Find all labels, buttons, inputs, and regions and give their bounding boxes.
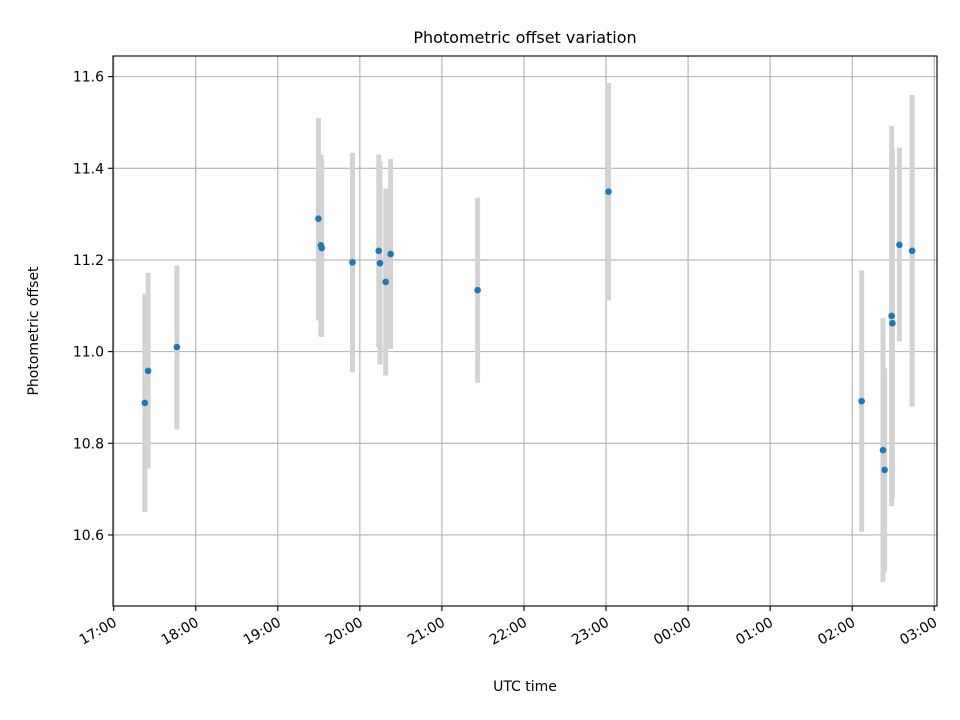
x-axis-label: UTC time: [493, 679, 557, 695]
y-tick-label: 10.8: [73, 436, 104, 452]
plot-frame: [112, 55, 938, 607]
data-point: [474, 286, 481, 294]
data-point: [382, 278, 390, 286]
grid-layer: [113, 56, 937, 606]
data-point: [144, 367, 152, 375]
data-point: [349, 258, 356, 266]
data-point: [605, 188, 612, 195]
data-point: [318, 244, 326, 252]
data-point: [173, 343, 181, 351]
data-point: [387, 250, 394, 258]
data-point: [858, 397, 865, 405]
chart-title: Photometric offset variation: [413, 28, 636, 47]
y-tick-label: 11.0: [73, 345, 104, 361]
y-tick-label: 11.2: [73, 253, 104, 269]
plot-area-background: [113, 56, 937, 606]
data-point: [908, 247, 916, 255]
data-point: [881, 466, 888, 474]
data-point: [879, 446, 887, 454]
data-point: [376, 259, 384, 267]
y-tick-label: 11.4: [73, 161, 104, 177]
point-layer: [141, 188, 916, 474]
y-axis: 10.6 10.8 11.0 11.2 11.4 11.6: [73, 70, 113, 544]
data-point: [889, 319, 896, 327]
y-tick-label: 11.6: [73, 70, 104, 86]
data-point: [315, 215, 322, 223]
data-point: [888, 312, 895, 320]
y-tick-label: 10.6: [73, 528, 104, 544]
data-point: [141, 399, 149, 407]
data-point: [896, 241, 903, 249]
data-point: [375, 247, 383, 255]
y-axis-label: Photometric offset: [26, 266, 42, 396]
